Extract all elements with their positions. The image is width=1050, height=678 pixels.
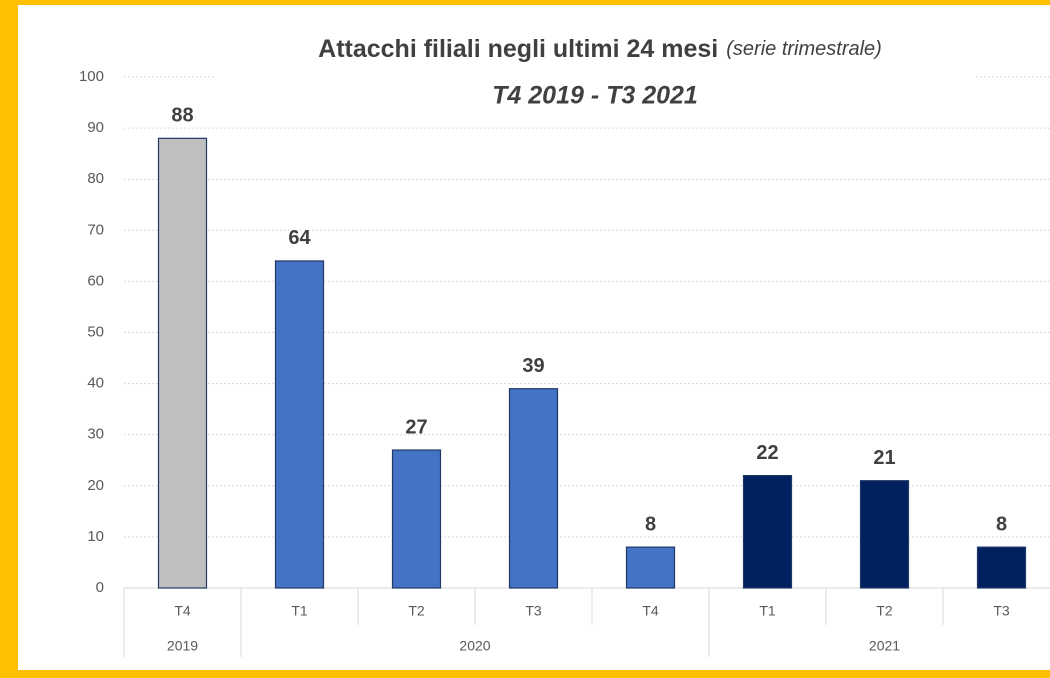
data-label: 88 bbox=[171, 105, 193, 127]
x-tick-label: T1 bbox=[291, 603, 308, 619]
y-tick-label: 40 bbox=[87, 375, 104, 392]
data-label: 8 bbox=[645, 513, 656, 535]
chart-title: Attacchi filiali negli ultimi 24 mesi (se… bbox=[318, 35, 882, 63]
group-label: 2020 bbox=[459, 638, 490, 654]
x-tick-label: T3 bbox=[993, 603, 1010, 619]
chart-subtitle: T4 2019 - T3 2021 bbox=[492, 82, 698, 110]
y-tick-label: 0 bbox=[96, 579, 104, 596]
y-tick-label: 90 bbox=[87, 119, 104, 136]
y-tick-label: 20 bbox=[87, 477, 104, 494]
group-label: 2019 bbox=[167, 638, 198, 654]
bar bbox=[157, 137, 208, 589]
bar bbox=[508, 388, 559, 589]
data-label: 27 bbox=[405, 416, 427, 438]
x-tick-label: T4 bbox=[174, 603, 191, 619]
y-tick-label: 70 bbox=[87, 221, 104, 238]
bar bbox=[625, 546, 676, 589]
title-note: (serie trimestrale) bbox=[726, 38, 882, 60]
data-label: 39 bbox=[522, 355, 544, 377]
bar bbox=[391, 449, 442, 589]
bar bbox=[859, 480, 910, 589]
x-tick-label: T1 bbox=[759, 603, 776, 619]
data-label: 21 bbox=[873, 447, 895, 469]
data-label: 8 bbox=[996, 513, 1007, 535]
group-label: 2021 bbox=[869, 638, 900, 654]
bar bbox=[976, 546, 1027, 589]
x-tick-label: T2 bbox=[408, 603, 425, 619]
x-tick-label: T2 bbox=[876, 603, 893, 619]
y-tick-label: 30 bbox=[87, 426, 104, 443]
y-tick-label: 80 bbox=[87, 170, 104, 187]
y-tick-label: 60 bbox=[87, 272, 104, 289]
y-tick-label: 100 bbox=[79, 68, 104, 85]
data-label: 64 bbox=[288, 227, 311, 249]
y-tick-label: 50 bbox=[87, 323, 104, 340]
bar bbox=[742, 474, 793, 589]
data-label: 22 bbox=[756, 442, 778, 464]
y-tick-label: 10 bbox=[87, 528, 104, 545]
x-tick-label: T4 bbox=[642, 603, 659, 619]
x-tick-label: T3 bbox=[525, 603, 542, 619]
bar bbox=[274, 260, 325, 589]
title-main: Attacchi filiali negli ultimi 24 mesi bbox=[318, 35, 718, 63]
title-box bbox=[215, 28, 975, 118]
